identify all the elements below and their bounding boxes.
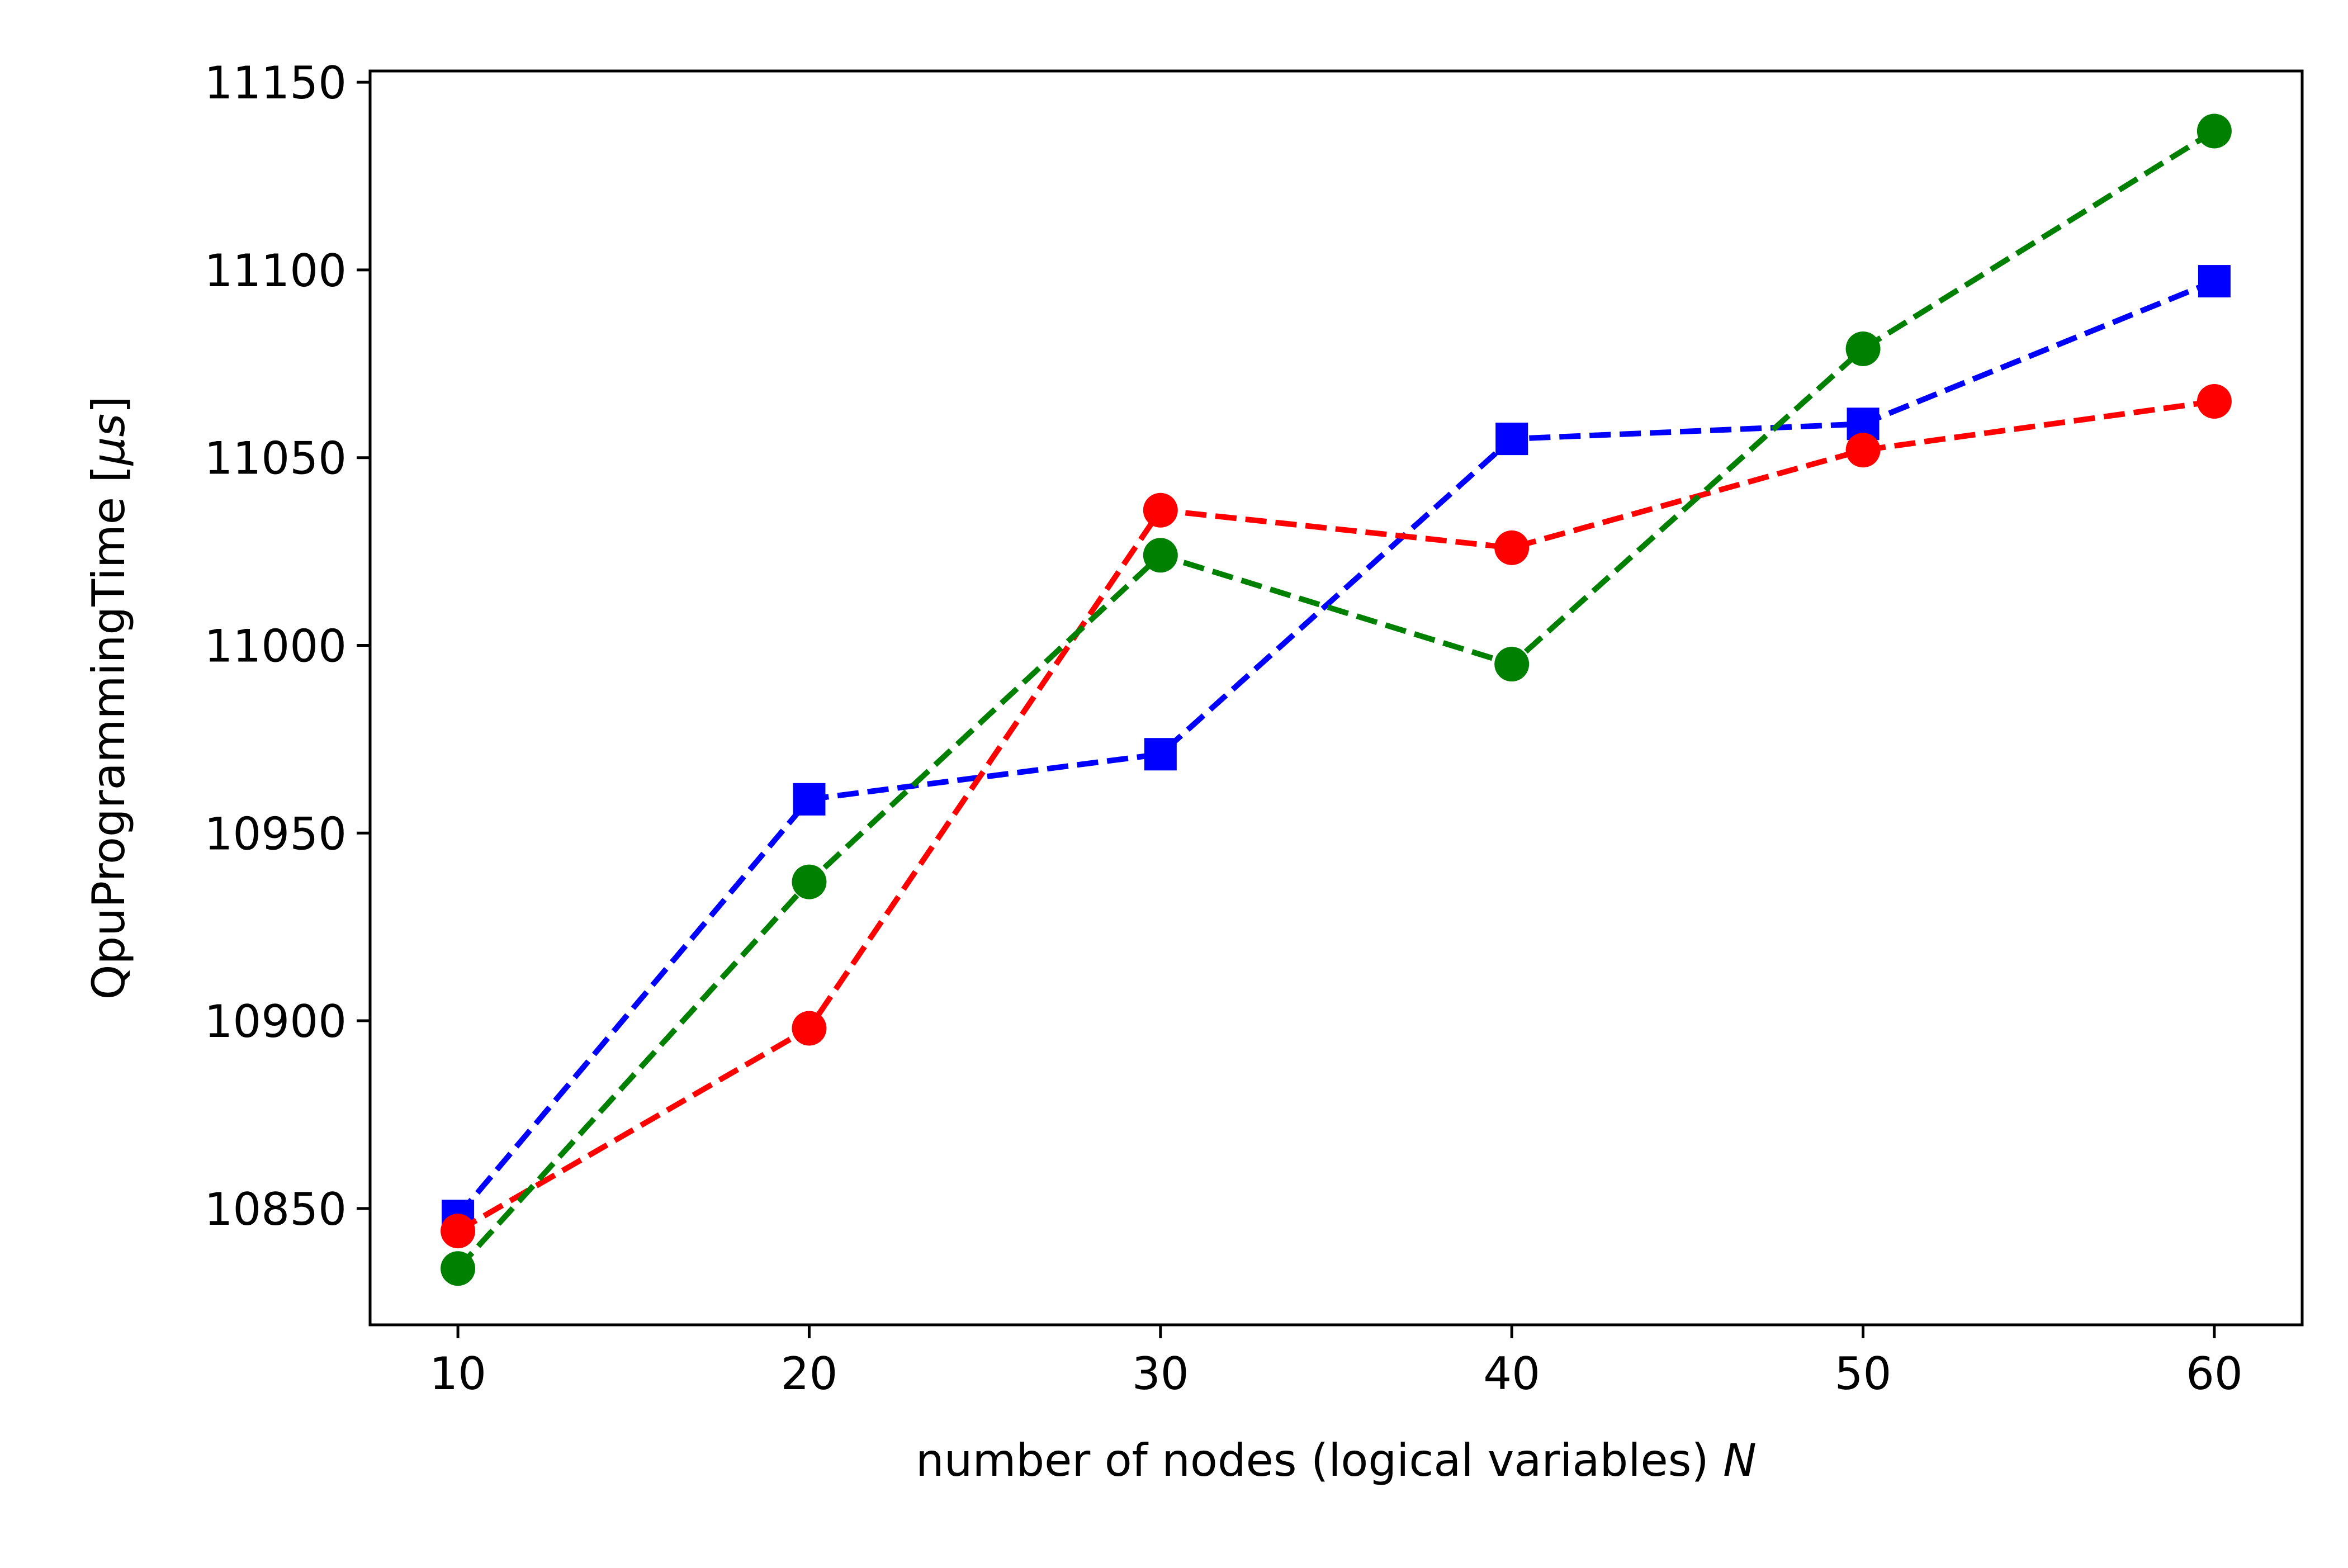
x-tick-label-20: 20 [781, 1348, 838, 1400]
y-tick-label-10900: 10900 [205, 996, 347, 1048]
series-2-point-2 [792, 1011, 827, 1046]
series-3-point-6 [2196, 113, 2232, 149]
series-3-point-4 [1494, 647, 1530, 682]
y-axis-label-unit-close: ] [83, 396, 135, 414]
series-3-point-2 [792, 864, 827, 899]
axes-layer: 10 20 30 40 50 60 10850 10900 10950 11000 11050 111… [205, 57, 2304, 1400]
series-3-point-3 [1143, 538, 1178, 573]
y-tick-label-10850: 10850 [205, 1183, 347, 1235]
series-1-point-6 [2198, 265, 2231, 298]
series-3 [441, 113, 2232, 1286]
y-axis-label-unit-open: [ [83, 465, 135, 482]
series-2-point-3 [1143, 492, 1178, 528]
series-3-point-1 [441, 1251, 476, 1286]
series-2-point-5 [1845, 433, 1881, 468]
series-2-point-1 [441, 1214, 476, 1249]
y-tick-label-10950: 10950 [205, 808, 347, 860]
x-axis-label-text: number of nodes (logical variables) [916, 1434, 1709, 1486]
series-1-point-2 [793, 783, 826, 816]
series-2 [441, 383, 2232, 1249]
series-2-point-4 [1494, 530, 1530, 565]
series-1 [442, 265, 2231, 1233]
series-2-point-6 [2196, 383, 2232, 419]
x-tick-label-40: 40 [1483, 1348, 1540, 1400]
x-axis-label: number of nodes (logical variables) N [916, 1434, 1757, 1486]
series-1-point-4 [1495, 423, 1528, 456]
series-2-line [456, 399, 2215, 1234]
y-tick-label-11050: 11050 [205, 433, 347, 485]
y-axis-label: QpuProgrammingTime [μs] [83, 396, 135, 1000]
series-1-line [456, 278, 2216, 1218]
y-axis-label-unit-symbol: μs [83, 414, 135, 467]
x-tick-label-30: 30 [1132, 1348, 1189, 1400]
x-axis-label-symbol: N [1723, 1434, 1757, 1486]
series-3-line [456, 129, 2216, 1271]
y-tick-label-11000: 11000 [205, 620, 347, 672]
y-axis-label-text: QpuProgrammingTime [83, 497, 135, 999]
series-layer [441, 113, 2232, 1286]
x-tick-label-50: 50 [1835, 1348, 1892, 1400]
x-tick-label-60: 60 [2186, 1348, 2243, 1400]
plot-frame [368, 69, 2304, 1327]
y-tick-label-11100: 11100 [205, 245, 347, 297]
series-1-point-3 [1144, 738, 1177, 771]
series-3-point-5 [1845, 331, 1881, 366]
y-tick-label-11150: 11150 [205, 57, 347, 109]
x-tick-label-10: 10 [429, 1348, 486, 1400]
